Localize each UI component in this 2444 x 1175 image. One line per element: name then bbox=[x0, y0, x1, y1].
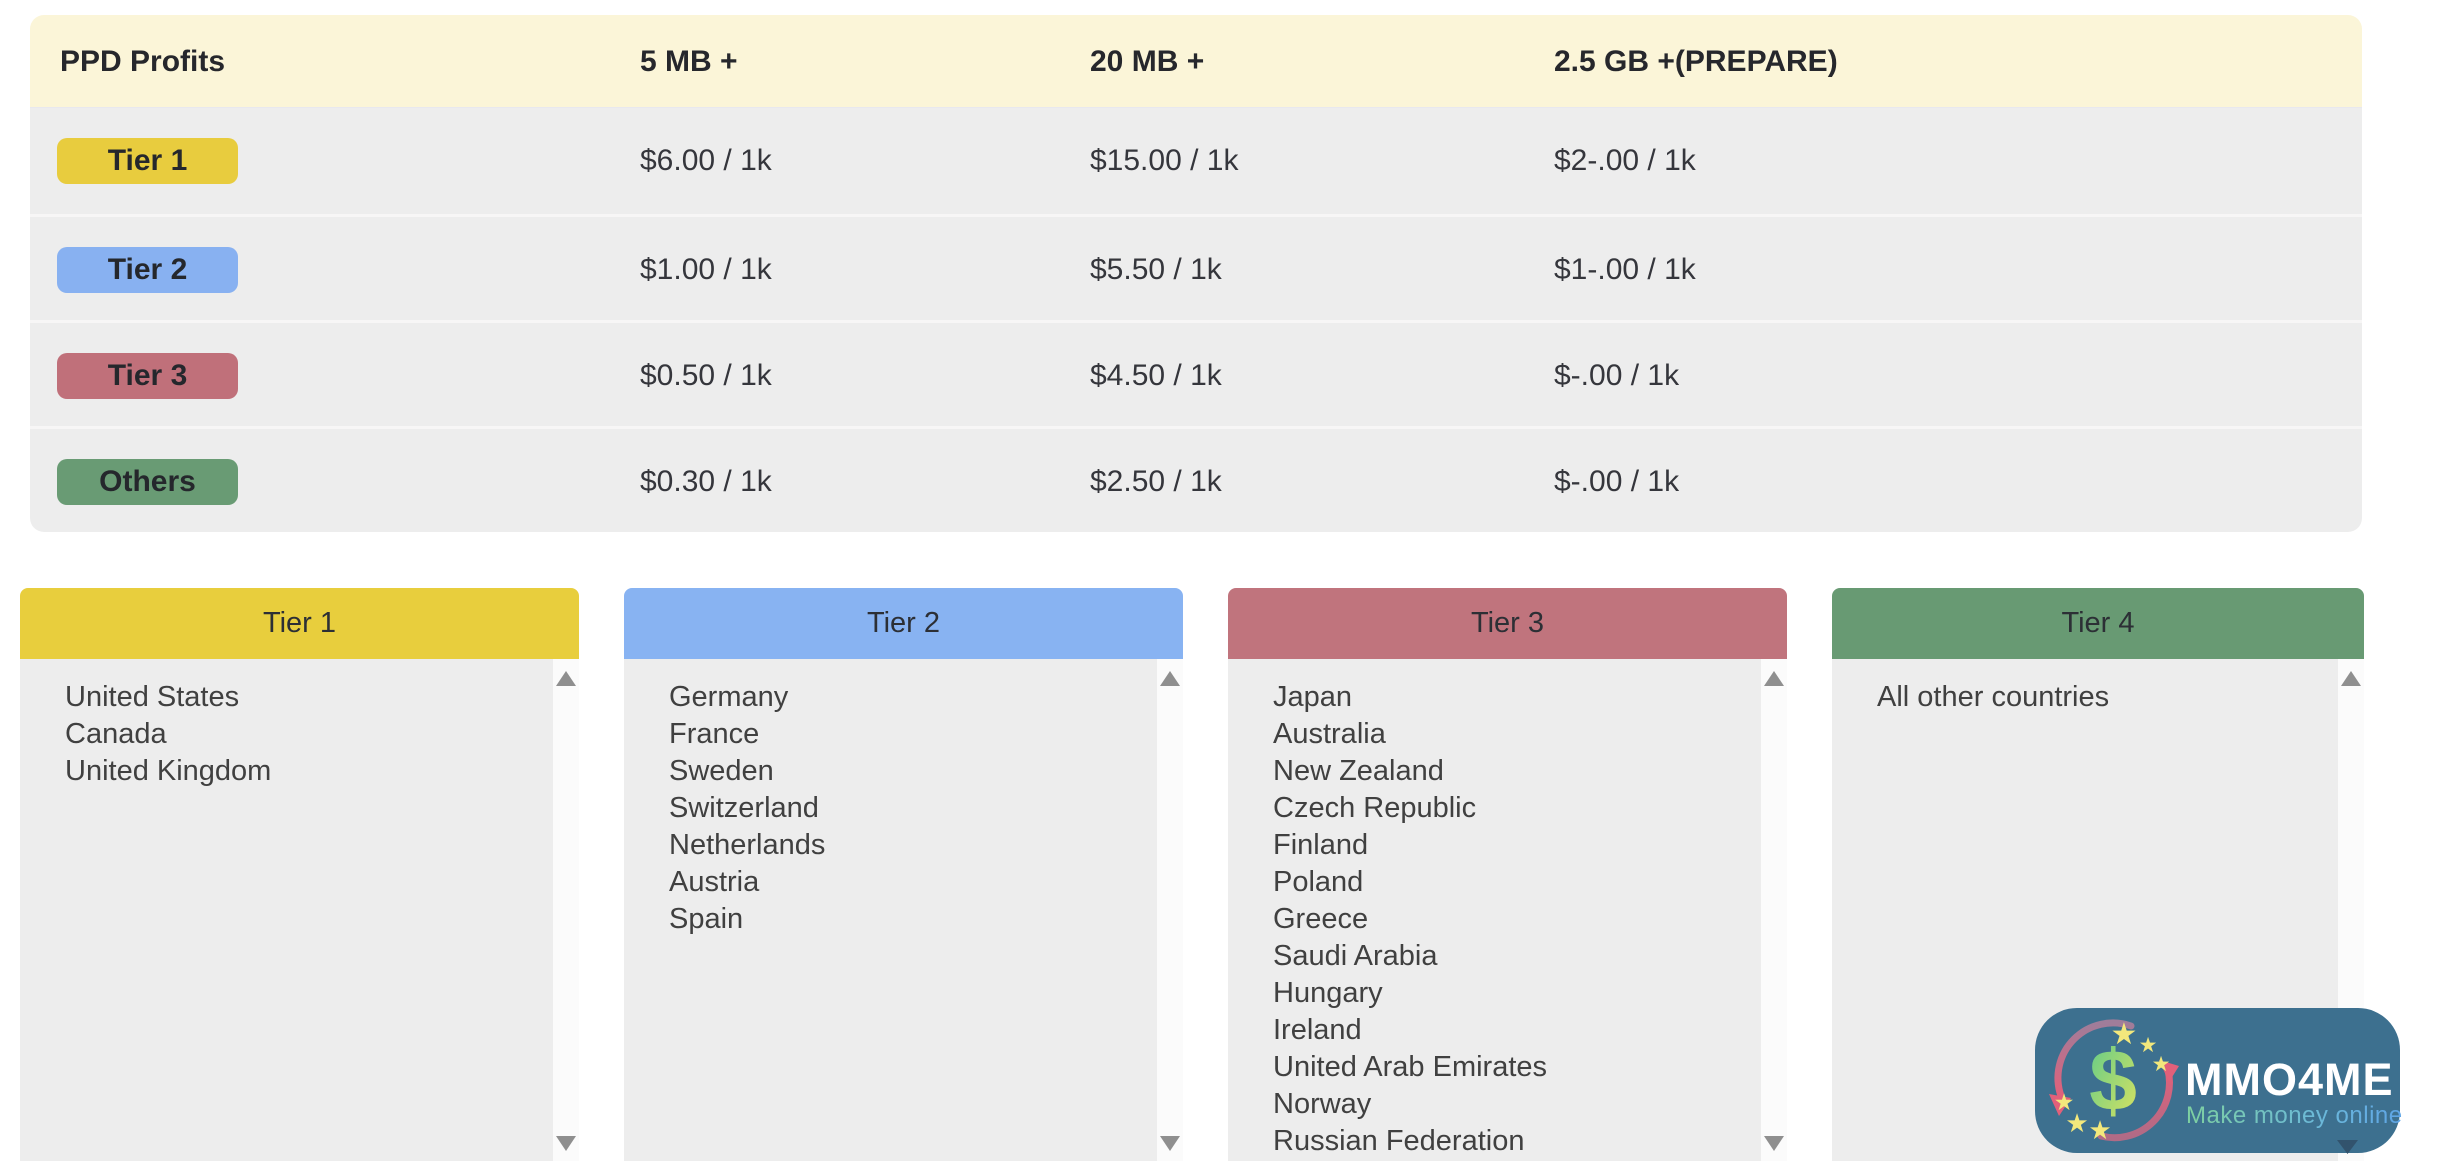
price-value: $4.50 / 1k bbox=[1090, 359, 1222, 392]
tier-badge: Tier 2 bbox=[57, 247, 238, 293]
price-value: $-.00 / 1k bbox=[1554, 359, 1680, 392]
svg-text:★: ★ bbox=[2139, 1033, 2158, 1057]
table-row: Tier 1 $6.00 / 1k $15.00 / 1k $2-.00 / 1k bbox=[30, 108, 2362, 214]
list-item: United Arab Emirates bbox=[1273, 1051, 1548, 1083]
scroll-up-icon[interactable] bbox=[2341, 671, 2361, 686]
logo-brand-text: MMO4ME bbox=[2185, 1054, 2394, 1105]
table-row: Others $0.30 / 1k $2.50 / 1k $-.00 / 1k bbox=[30, 426, 2362, 532]
list-item: Japan bbox=[1273, 681, 1353, 713]
tier-column-header: Tier 3 bbox=[1228, 588, 1787, 659]
tier-column: Tier 3 Japan Australia New Zealand Czech Rep… bbox=[1228, 588, 1787, 1161]
list-item: United States bbox=[65, 681, 240, 713]
table-title: PPD Profits bbox=[60, 45, 226, 78]
tier-column-header: Tier 4 bbox=[1832, 588, 2364, 659]
tier-column: Tier 1 United States Canada United Kingdom bbox=[20, 588, 579, 1161]
country-list[interactable]: United States Canada United Kingdom bbox=[20, 659, 579, 1161]
country-list[interactable]: Germany France Sweden Switzerland Netherland… bbox=[624, 659, 1183, 1161]
column-header-25gb: 2.5 GB +(PREPARE) bbox=[1554, 45, 1838, 78]
scroll-down-icon[interactable] bbox=[556, 1136, 576, 1151]
list-item: Australia bbox=[1273, 718, 1386, 750]
price-value: $1-.00 / 1k bbox=[1554, 253, 1696, 286]
list-item: Netherlands bbox=[669, 829, 826, 861]
pricing-table: PPD Profits 5 MB + 20 MB + 2.5 GB +(PREP… bbox=[30, 15, 2362, 532]
dollar-cycle-icon: $ ★ ★ ★ ★ ★ ★ bbox=[2049, 1017, 2179, 1146]
price-value: $0.50 / 1k bbox=[640, 359, 772, 392]
svg-text:★: ★ bbox=[2111, 1017, 2138, 1052]
pricing-table-header: PPD Profits 5 MB + 20 MB + 2.5 GB +(PREP… bbox=[30, 15, 2362, 108]
scrollbar[interactable] bbox=[1761, 659, 1787, 1161]
list-item: Czech Republic bbox=[1273, 792, 1477, 824]
scrollbar[interactable] bbox=[553, 659, 579, 1161]
list-item: Canada bbox=[65, 718, 167, 750]
svg-text:★: ★ bbox=[2054, 1090, 2075, 1116]
list-item: Austria bbox=[669, 866, 760, 898]
list-item: Greece bbox=[1273, 903, 1369, 935]
table-row: Tier 2 $1.00 / 1k $5.50 / 1k $1-.00 / 1k bbox=[30, 214, 2362, 320]
list-item: Poland bbox=[1273, 866, 1364, 898]
price-value: $2-.00 / 1k bbox=[1554, 144, 1696, 177]
tier-badge: Others bbox=[57, 459, 238, 505]
price-value: $2.50 / 1k bbox=[1090, 465, 1222, 498]
tier-column-header: Tier 1 bbox=[20, 588, 579, 659]
list-item: Finland bbox=[1273, 829, 1369, 861]
table-row: Tier 3 $0.50 / 1k $4.50 / 1k $-.00 / 1k bbox=[30, 320, 2362, 426]
list-item: Spain bbox=[669, 903, 744, 935]
list-item: Hungary bbox=[1273, 977, 1383, 1009]
list-item: Germany bbox=[669, 681, 789, 713]
list-item: Norway bbox=[1273, 1088, 1372, 1120]
price-value: $5.50 / 1k bbox=[1090, 253, 1222, 286]
svg-text:★: ★ bbox=[2152, 1052, 2171, 1076]
list-item: France bbox=[669, 718, 760, 750]
price-value: $-.00 / 1k bbox=[1554, 465, 1680, 498]
tier-column: Tier 2 Germany France Sweden Switzerland Neth… bbox=[624, 588, 1183, 1161]
list-item: Switzerland bbox=[669, 792, 819, 824]
price-value: $1.00 / 1k bbox=[640, 253, 772, 286]
pricing-table-body: Tier 1 $6.00 / 1k $15.00 / 1k $2-.00 / 1k Ti… bbox=[30, 108, 2362, 532]
list-item: Saudi Arabia bbox=[1273, 940, 1438, 972]
list-item: New Zealand bbox=[1273, 755, 1444, 787]
list-item: United Kingdom bbox=[65, 755, 272, 787]
price-value: $0.30 / 1k bbox=[640, 465, 772, 498]
scrollbar[interactable] bbox=[1157, 659, 1183, 1161]
scroll-down-icon[interactable] bbox=[1160, 1136, 1180, 1151]
scroll-down-icon[interactable] bbox=[1764, 1136, 1784, 1151]
country-list[interactable]: Japan Australia New Zealand Czech Republic F… bbox=[1228, 659, 1787, 1161]
svg-text:$: $ bbox=[2089, 1033, 2137, 1129]
scroll-up-icon[interactable] bbox=[1160, 671, 1180, 686]
svg-text:★: ★ bbox=[2088, 1116, 2111, 1146]
list-item: All other countries bbox=[1877, 681, 2110, 713]
list-item: Ireland bbox=[1273, 1014, 1362, 1046]
price-value: $6.00 / 1k bbox=[640, 144, 772, 177]
list-item: Russian Federation bbox=[1273, 1125, 1525, 1157]
tier-badge: Tier 3 bbox=[57, 353, 238, 399]
scroll-up-icon[interactable] bbox=[1764, 671, 1784, 686]
list-item: Sweden bbox=[669, 755, 774, 787]
column-header-5mb: 5 MB + bbox=[640, 45, 738, 78]
column-header-20mb: 20 MB + bbox=[1090, 45, 1205, 78]
mmo4me-logo: $ ★ ★ ★ ★ ★ ★ MMO4ME Make money online bbox=[2035, 1008, 2403, 1153]
tier-badge: Tier 1 bbox=[57, 138, 238, 184]
logo-tagline-text: Make money online bbox=[2186, 1102, 2403, 1129]
tier-column-header: Tier 2 bbox=[624, 588, 1183, 659]
price-value: $15.00 / 1k bbox=[1090, 144, 1239, 177]
svg-text:★: ★ bbox=[2065, 1109, 2088, 1139]
scroll-up-icon[interactable] bbox=[556, 671, 576, 686]
